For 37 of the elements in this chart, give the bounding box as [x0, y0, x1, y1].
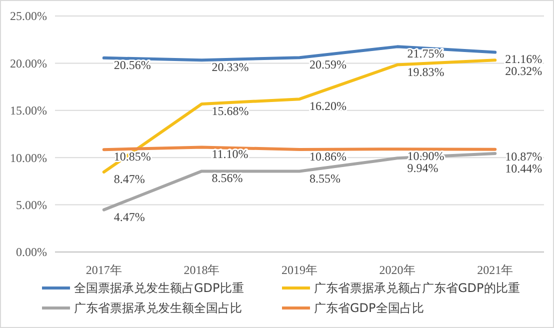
data-label: 15.68%: [212, 104, 249, 118]
y-tick-label: 10.00%: [10, 150, 47, 165]
data-label: 8.56%: [212, 171, 243, 186]
data-label: 20.32%: [505, 64, 542, 78]
x-tick-label: 2020年: [379, 263, 416, 277]
data-label: 8.47%: [114, 172, 145, 186]
data-label: 10.87%: [505, 149, 542, 164]
x-tick-label: 2019年: [282, 263, 318, 277]
y-tick-label: 5.00%: [16, 198, 47, 212]
data-label: 19.83%: [407, 64, 444, 79]
line-series: [102, 152, 497, 212]
data-label: 20.33%: [212, 60, 249, 74]
legend-label: 广东省GDP全国占比: [314, 301, 424, 316]
data-label: 10.90%: [407, 149, 444, 164]
data-label: 11.10%: [212, 147, 248, 162]
data-label: 8.55%: [310, 171, 340, 186]
data-label: 21.75%: [407, 46, 444, 61]
data-label: 9.94%: [407, 161, 438, 176]
legend-label: 广东省票据承兑额占广东省GDP的比重: [314, 281, 520, 296]
legend-label: 广东省票据承兑发生额全国占比: [74, 301, 242, 316]
data-label: 10.86%: [310, 149, 346, 164]
x-tick-label: 2021年: [477, 263, 514, 277]
y-tick-label: 25.00%: [10, 9, 47, 24]
y-tick-label: 15.00%: [10, 104, 47, 118]
data-label: 20.59%: [310, 58, 346, 72]
x-tick-label: 2018年: [184, 263, 220, 277]
data-label: 21.16%: [505, 52, 542, 66]
x-tick-label: 2017年: [86, 263, 122, 277]
data-label: 20.56%: [114, 58, 151, 72]
data-label: 16.20%: [310, 99, 346, 114]
y-tick-label: 0.00%: [16, 245, 47, 260]
line-series: [102, 45, 497, 62]
data-label: 4.47%: [114, 210, 145, 224]
data-label: 10.44%: [505, 161, 542, 176]
legend-label: 全国票据承兑发生额占GDP比重: [74, 281, 244, 296]
line-series: [102, 58, 497, 174]
y-tick-label: 20.00%: [10, 56, 47, 70]
